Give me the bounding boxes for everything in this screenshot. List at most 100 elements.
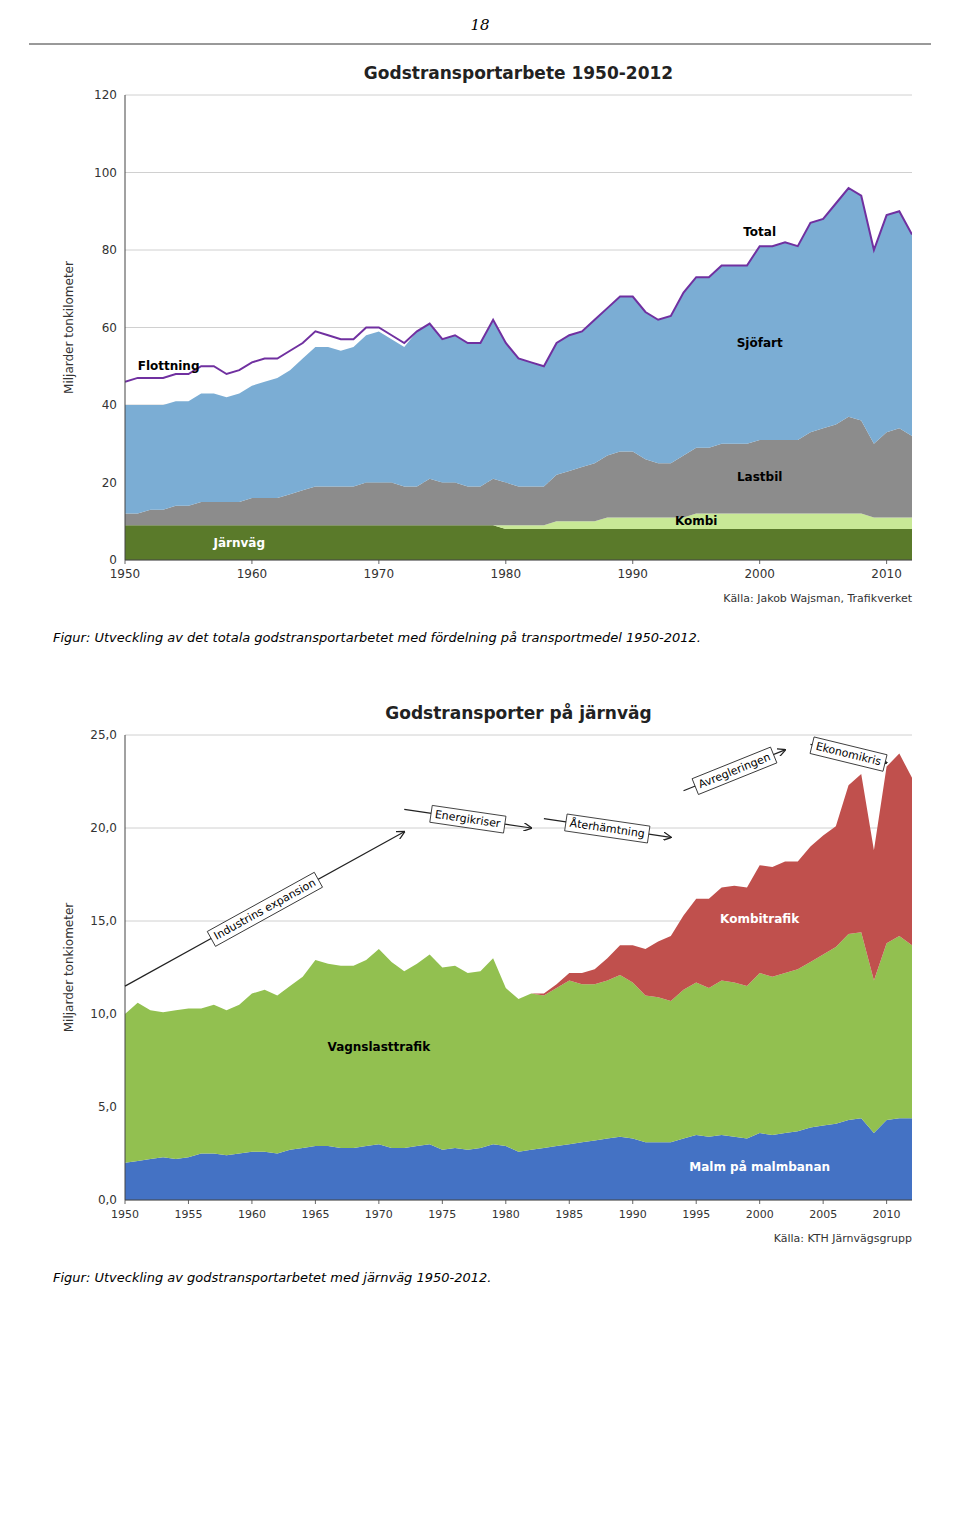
annotation-arrow (125, 832, 404, 986)
series-area (125, 525, 912, 560)
y-tick-label: 25,0 (90, 728, 117, 742)
x-axis-line (125, 1200, 912, 1201)
x-tick (125, 1200, 126, 1204)
x-tick-label: 1980 (491, 567, 522, 581)
grid-line (125, 828, 912, 829)
chart-title: Godstransporter på järnväg (385, 702, 651, 723)
x-tick-label: 1990 (619, 1208, 647, 1221)
x-tick-label: 2000 (744, 567, 775, 581)
x-tick (632, 560, 633, 564)
caption: Figur: Utveckling av godstransportarbete… (53, 1270, 491, 1285)
grid-line (125, 172, 912, 173)
series-label: Kombi (675, 514, 718, 528)
x-tick (696, 1200, 697, 1204)
x-tick (569, 1200, 570, 1204)
y-tick-label: 0,0 (98, 1193, 117, 1207)
page: 18Godstransportarbete 1950-2012020406080… (0, 0, 960, 1513)
x-tick (632, 1200, 633, 1204)
y-axis-label: Miljarder tonkilometer (62, 261, 76, 394)
x-tick (378, 1200, 379, 1204)
chart-title: Godstransportarbete 1950-2012 (364, 63, 673, 83)
annotation: Ekonomikris (810, 737, 887, 771)
y-tick-label: 80 (102, 243, 117, 257)
x-tick (823, 1200, 824, 1204)
x-tick-label: 1970 (364, 567, 395, 581)
annotation-box (692, 747, 777, 794)
y-tick-label: 20,0 (90, 821, 117, 835)
x-tick-label: 1990 (617, 567, 648, 581)
annotation-box (430, 805, 506, 833)
caption: Figur: Utveckling av det totala godstran… (53, 630, 701, 645)
x-tick-label: 2005 (809, 1208, 837, 1221)
x-tick (505, 1200, 506, 1204)
y-tick-label: 0 (109, 553, 117, 567)
grid-line (125, 1200, 912, 1201)
x-tick-label: 1995 (682, 1208, 710, 1221)
annotation-label: Avregleringen (697, 750, 773, 791)
annotation-label: Total (743, 225, 776, 239)
chart: Godstransporter på järnväg 0,0 5,0 10,0 15,0… (53, 702, 912, 1285)
series-label: Järnväg (212, 536, 265, 550)
x-tick (188, 1200, 189, 1204)
x-tick-label: 2010 (873, 1208, 901, 1221)
annotation-box (207, 872, 322, 946)
series-label: Sjöfart (737, 336, 783, 350)
x-tick-label: 1950 (110, 567, 141, 581)
grid-line (125, 735, 912, 736)
grid-line (125, 95, 912, 96)
x-tick (886, 1200, 887, 1204)
x-tick-label: 1980 (492, 1208, 520, 1221)
x-tick (759, 1200, 760, 1204)
y-tick-label: 5,0 (98, 1100, 117, 1114)
x-tick (442, 1200, 443, 1204)
y-axis-line (125, 95, 126, 560)
x-tick (315, 1200, 316, 1204)
x-tick (378, 560, 379, 564)
x-tick (251, 560, 252, 564)
series-area (125, 754, 912, 1014)
x-tick-label: 1955 (174, 1208, 202, 1221)
series-label: Flottning (138, 359, 200, 373)
series-line (125, 188, 912, 382)
y-tick-label: 120 (94, 88, 117, 102)
y-tick-label: 10,0 (90, 1007, 117, 1021)
x-tick (251, 1200, 252, 1204)
x-tick-label: 2010 (871, 567, 902, 581)
y-axis-label: Miljarder tonkiometer (62, 903, 76, 1033)
chart: Godstransportarbete 1950-201202040608010… (53, 63, 913, 645)
x-tick-label: 2000 (746, 1208, 774, 1221)
y-tick-label: 60 (102, 321, 117, 335)
annotation: Avregleringen (692, 747, 777, 794)
annotation-box (810, 737, 887, 771)
series-label: Malm på malmbanan (689, 1160, 830, 1174)
annotation-label: Ekonomikris (814, 740, 882, 769)
top-rule (29, 44, 931, 45)
annotation: Energikriser (430, 805, 506, 833)
series-area (125, 188, 912, 514)
plot-area (125, 188, 912, 560)
y-tick-label: 40 (102, 398, 117, 412)
series-label: Vagnslasttrafik (328, 1040, 432, 1054)
x-tick (125, 560, 126, 564)
x-tick-label: 1970 (365, 1208, 393, 1221)
annotation: Återhämtning (565, 814, 650, 843)
y-axis-line (125, 735, 126, 1200)
series-label: Lastbil (737, 470, 782, 484)
annotation-label: Energikriser (434, 808, 502, 831)
background (0, 0, 960, 1513)
x-tick-label: 1950 (111, 1208, 139, 1221)
x-axis-line (125, 560, 912, 561)
x-tick-label: 1960 (238, 1208, 266, 1221)
annotation-label: Återhämtning (569, 817, 646, 841)
source: Källa: KTH Järnvägsgrupp (774, 1232, 912, 1245)
source: Källa: Jakob Wajsman, Trafikverket (723, 592, 912, 605)
annotation-box (565, 814, 650, 843)
y-tick-label: 15,0 (90, 914, 117, 928)
series-label: Kombitrafik (720, 912, 800, 926)
page-number: 18 (470, 16, 489, 34)
plot-area (125, 754, 912, 1200)
grid-line (125, 560, 912, 561)
x-tick-label: 1960 (237, 567, 268, 581)
x-tick (759, 560, 760, 564)
x-tick-label: 1975 (428, 1208, 456, 1221)
